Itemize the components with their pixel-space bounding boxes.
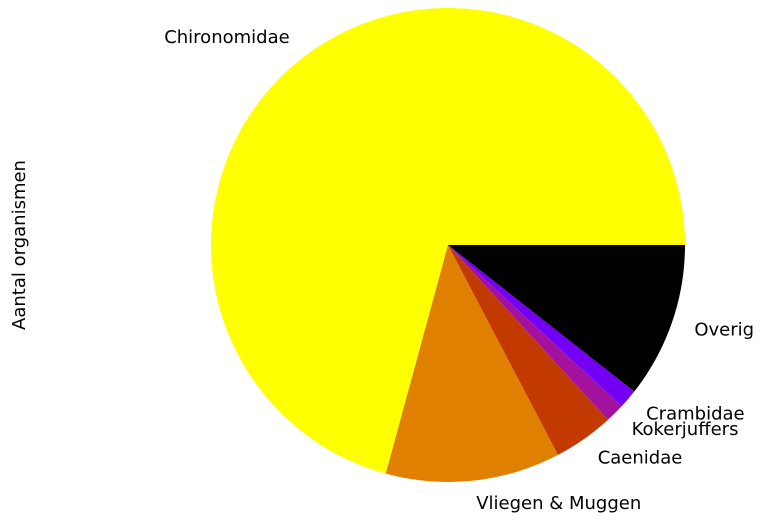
slice-label: Chironomidae <box>164 27 289 48</box>
slice-label: Caenidae <box>598 447 683 468</box>
pie-slice <box>448 245 635 407</box>
pie-slice <box>448 245 622 420</box>
slice-label: Crambidae <box>646 403 745 424</box>
pie-slice <box>448 245 685 392</box>
pie-slice <box>448 245 608 455</box>
pie-slice <box>385 245 559 482</box>
slice-label: Vliegen & Muggen <box>476 493 641 514</box>
slice-label: Kokerjuffers <box>632 419 739 440</box>
slice-label: Overig <box>694 319 754 340</box>
pie-slice <box>211 7 685 474</box>
axis-label: Aantal organismen <box>9 160 30 330</box>
